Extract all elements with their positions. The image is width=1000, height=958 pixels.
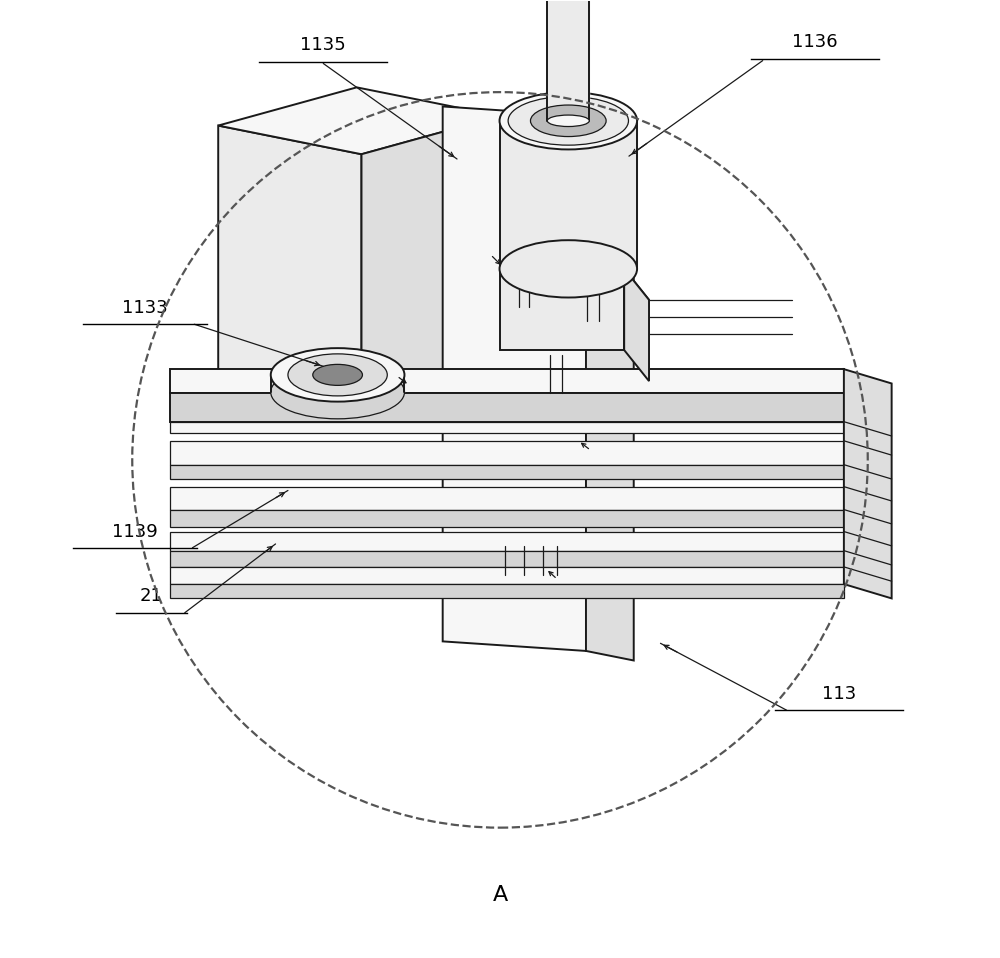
- Polygon shape: [218, 87, 500, 154]
- Text: 1135: 1135: [300, 36, 346, 54]
- Text: 21: 21: [140, 587, 163, 605]
- Polygon shape: [586, 116, 634, 660]
- Polygon shape: [170, 567, 844, 584]
- Ellipse shape: [530, 105, 606, 137]
- Polygon shape: [361, 116, 500, 412]
- Polygon shape: [170, 465, 844, 479]
- Polygon shape: [500, 269, 649, 300]
- Ellipse shape: [547, 115, 589, 126]
- Polygon shape: [844, 369, 892, 599]
- Polygon shape: [218, 125, 361, 412]
- Polygon shape: [170, 393, 844, 422]
- Text: A: A: [492, 884, 508, 904]
- Text: 1139: 1139: [112, 523, 158, 541]
- Polygon shape: [170, 487, 844, 510]
- Polygon shape: [500, 121, 637, 269]
- Polygon shape: [624, 269, 649, 381]
- Text: 1133: 1133: [122, 299, 168, 316]
- Polygon shape: [170, 584, 844, 599]
- Polygon shape: [170, 441, 844, 465]
- Polygon shape: [170, 551, 844, 567]
- Polygon shape: [443, 106, 586, 650]
- Text: 1136: 1136: [792, 34, 838, 51]
- Polygon shape: [170, 369, 844, 393]
- Polygon shape: [170, 510, 844, 527]
- Ellipse shape: [271, 348, 404, 401]
- Polygon shape: [170, 422, 844, 433]
- Ellipse shape: [313, 364, 362, 385]
- Ellipse shape: [271, 365, 404, 419]
- Polygon shape: [500, 269, 624, 350]
- Polygon shape: [271, 375, 404, 392]
- Polygon shape: [547, 0, 589, 121]
- Ellipse shape: [288, 354, 387, 396]
- Ellipse shape: [500, 92, 637, 149]
- Ellipse shape: [508, 97, 628, 146]
- Polygon shape: [170, 532, 844, 551]
- Ellipse shape: [500, 240, 637, 298]
- Text: 113: 113: [822, 686, 856, 703]
